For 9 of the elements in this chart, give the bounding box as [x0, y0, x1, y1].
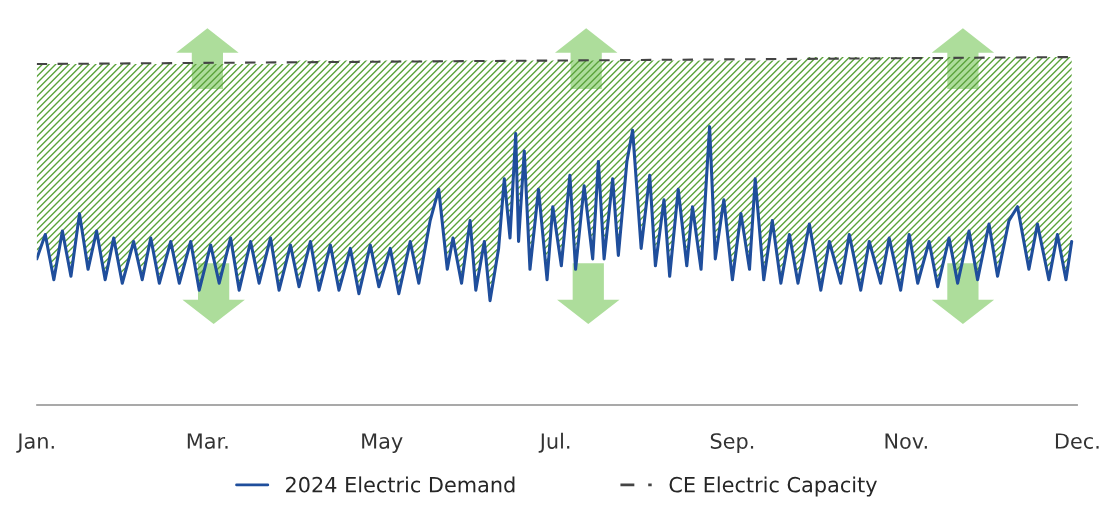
legend-label: CE Electric Capacity — [669, 476, 877, 497]
x-tick-label: Jan. — [16, 433, 54, 453]
legend-label: 2024 Electric Demand — [285, 476, 515, 493]
x-tick-label: Jul. — [538, 432, 570, 453]
x-tick-label: May — [362, 433, 403, 453]
x-tick-label: Nov. — [885, 433, 927, 449]
x-tick-label: Dec. — [1055, 433, 1099, 449]
x-tick-label: Mar. — [187, 433, 228, 449]
x-tick-label: Sep. — [710, 433, 754, 453]
